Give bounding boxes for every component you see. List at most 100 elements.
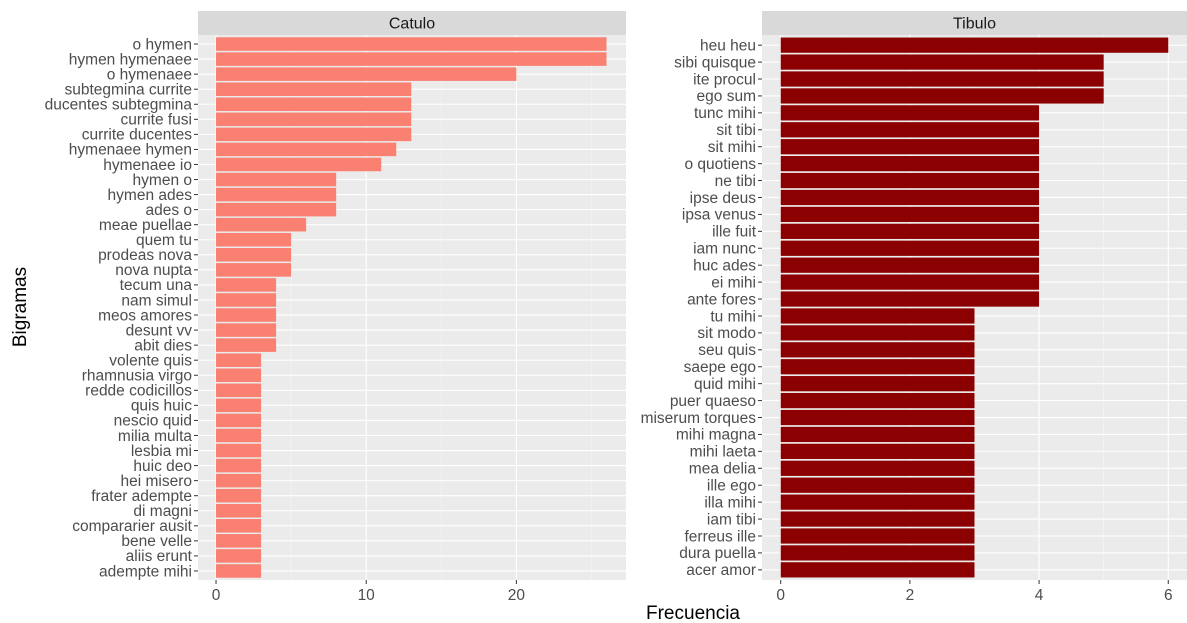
bar-sibi-quisque (780, 54, 1104, 70)
bar-heu-heu (780, 37, 1169, 53)
bar-sit-modo (780, 325, 975, 341)
y-tick-label: quis huic (131, 398, 192, 415)
y-tick-label: volente quis (109, 352, 192, 369)
y-tick-label: ipsa venus (682, 207, 756, 224)
y-tick-label: frater adempte (91, 488, 192, 505)
bar-mea-delia (780, 460, 975, 476)
bar-abit-dies (216, 338, 277, 352)
bar-ducentes-subtegmina (216, 97, 412, 112)
bar-nescio-quid (216, 413, 262, 428)
y-tick-label: heu heu (700, 37, 756, 54)
bar-hymen-o (216, 172, 337, 187)
y-tick-label: nam simul (121, 292, 192, 309)
y-tick-label: sit mihi (708, 139, 756, 156)
bar-quem-tu (216, 232, 292, 247)
bar-ille-ego (780, 477, 975, 493)
y-tick-label: mea delia (689, 461, 757, 478)
y-tick-label: subtegmina currite (64, 81, 192, 98)
x-tick-label: 0 (212, 587, 221, 604)
bar-ego-sum (780, 88, 1104, 104)
y-tick-label: ante fores (687, 291, 756, 308)
bar-ille-fuit (780, 223, 1040, 239)
bar-frater-adempte (216, 488, 262, 503)
y-tick-label: mihi magna (676, 427, 756, 444)
y-axis-title: Bigramas (10, 267, 31, 347)
bar-illa-mihi (780, 494, 975, 510)
y-tick-label: iam nunc (693, 241, 756, 258)
y-tick-label: tu mihi (710, 308, 756, 325)
bar-desunt-vv (216, 323, 277, 337)
facet-strip-label: Catulo (389, 16, 435, 33)
bar-o-quotiens (780, 156, 1040, 172)
y-tick-label: hei misero (121, 473, 193, 490)
bar-currite-fusi (216, 112, 412, 127)
bar-iam-nunc (780, 240, 1040, 256)
y-tick-label: adempte mihi (99, 563, 192, 580)
bar-dura-puella (780, 545, 975, 561)
bar-hymenaee-hymen (216, 142, 397, 157)
y-tick-label: quem tu (136, 232, 192, 249)
bar-puer-quaeso (780, 392, 975, 409)
y-tick-label: abit dies (134, 337, 192, 354)
bar-ipse-deus (780, 189, 1040, 206)
y-tick-label: sit modo (697, 325, 756, 342)
y-tick-label: hymen ades (108, 187, 193, 204)
y-tick-label: o quotiens (684, 156, 756, 173)
bar-o-hymenaee (216, 67, 517, 81)
y-tick-label: ite procul (693, 71, 756, 88)
y-tick-label: desunt vv (126, 322, 193, 339)
bar-ite-procul (780, 71, 1104, 87)
y-tick-label: ne tibi (715, 173, 756, 190)
bar-mihi-magna (780, 426, 975, 443)
y-tick-label: tunc mihi (694, 105, 756, 122)
y-tick-label: hymenaee hymen (69, 142, 192, 159)
y-tick-label: saepe ego (684, 359, 756, 376)
bar-subtegmina-currite (216, 82, 412, 96)
y-tick-label: di magni (133, 503, 192, 520)
x-tick-label: 4 (1035, 587, 1044, 604)
y-tick-label: dura puella (679, 545, 756, 562)
y-tick-label: huic deo (133, 458, 192, 475)
y-tick-label: ferreus ille (685, 528, 757, 545)
bar-meae-puellae (216, 217, 307, 232)
bar-di-magni (216, 503, 262, 518)
y-tick-label: tecum una (120, 277, 193, 294)
y-tick-label: aliis erunt (126, 548, 193, 565)
y-tick-label: currite fusi (121, 112, 193, 129)
y-tick-label: hymenaee io (103, 157, 192, 174)
y-tick-label: o hymenaee (107, 66, 192, 83)
x-tick-label: 6 (1164, 587, 1173, 604)
bar-acer-amor (780, 562, 975, 578)
bar-hei-misero (216, 473, 262, 488)
y-tick-label: acer amor (686, 562, 756, 579)
bar-redde-codicillos (216, 383, 262, 398)
y-tick-label: meae puellae (99, 217, 192, 234)
bar-quid-mihi (780, 376, 975, 392)
bar-mihi-laeta (780, 443, 975, 459)
y-tick-label: ille ego (707, 478, 756, 495)
bar-ne-tibi (780, 172, 1040, 189)
y-tick-label: bene velle (121, 533, 192, 550)
y-tick-label: rhamnusia virgo (82, 368, 192, 385)
bar-ei-mihi (780, 274, 1040, 290)
y-tick-label: iam tibi (707, 511, 756, 528)
y-tick-label: sit tibi (716, 122, 756, 139)
x-tick-label: 10 (358, 587, 376, 604)
bar-sit-tibi (780, 122, 1040, 138)
y-tick-label: seu quis (698, 342, 756, 359)
bar-aliis-erunt (216, 549, 262, 563)
y-tick-label: ille fuit (712, 224, 757, 241)
y-tick-label: quid mihi (694, 376, 756, 393)
bar-hymenaee-io (216, 157, 382, 172)
y-tick-label: ego sum (697, 88, 756, 105)
y-tick-label: currite ducentes (82, 127, 193, 144)
y-tick-label: hymen hymenaee (69, 51, 192, 68)
bar-prodeas-nova (216, 248, 292, 262)
y-tick-label: compararier ausit (72, 518, 192, 535)
bar-compararier-ausit (216, 519, 262, 533)
bar-ades-o (216, 202, 337, 217)
facet-strip (762, 11, 1187, 35)
